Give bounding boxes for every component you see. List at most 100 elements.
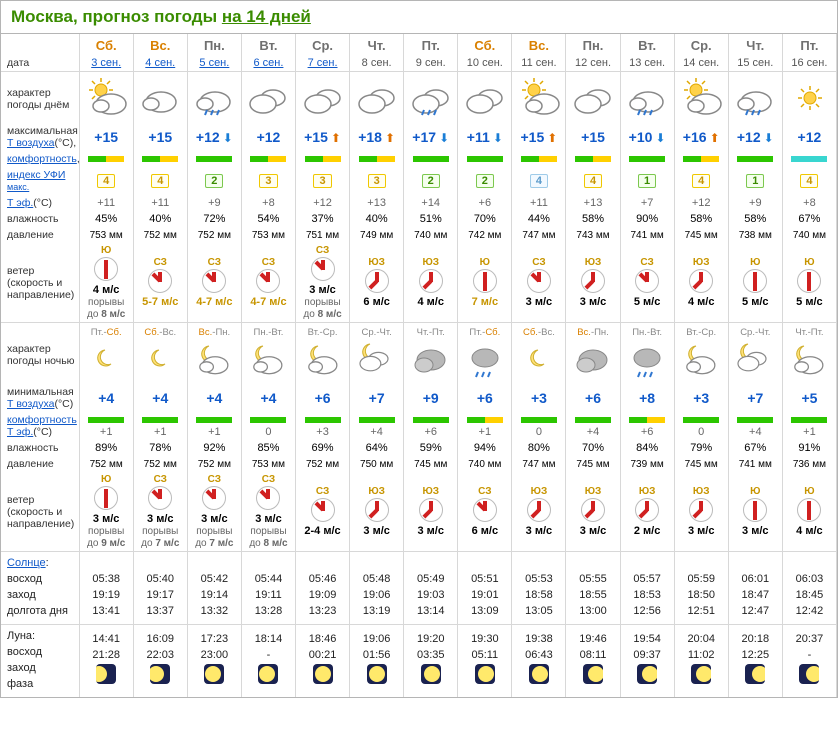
date-cell[interactable]: 7 сен. (296, 55, 350, 72)
data-cell (241, 151, 295, 167)
data-cell (187, 151, 241, 167)
data-cell: +4 (187, 384, 241, 412)
data-cell: Ю3 м/спорывы до 9 м/с (79, 472, 133, 552)
dow-head: Пн. (187, 34, 241, 55)
data-cell: +15 (79, 123, 133, 151)
data-cell: 736 мм (782, 456, 836, 472)
data-cell: 745 мм (674, 456, 728, 472)
data-cell: 2 (404, 167, 458, 195)
data-cell: 80% (512, 440, 566, 456)
data-cell (458, 151, 512, 167)
data-cell: 750 мм (350, 456, 404, 472)
row-label: комфортность, (1, 151, 79, 167)
moon-phase-icon (96, 664, 116, 684)
dow-head: Вт. (620, 34, 674, 55)
data-cell: 4 (512, 167, 566, 195)
sun-cell: 05:5918:5012:51 (674, 552, 728, 625)
moon-phase-icon (367, 664, 387, 684)
data-cell: +4 (241, 384, 295, 412)
data-cell: 0 (512, 412, 566, 440)
data-cell: 58% (566, 211, 620, 227)
dow-head: Чт. (728, 34, 782, 55)
data-cell: +6 (404, 412, 458, 440)
data-cell: 37% (296, 211, 350, 227)
data-cell: 742 мм (458, 227, 512, 243)
dow-head: Вт. (241, 34, 295, 55)
data-cell: 740 мм (404, 227, 458, 243)
data-cell: +12 (241, 123, 295, 151)
dow-head: Сб. (458, 34, 512, 55)
moon-phase-icon (691, 664, 711, 684)
data-cell: 85% (241, 440, 295, 456)
night-label: Сб.-Вс. (512, 323, 566, 385)
data-cell: 59% (404, 440, 458, 456)
row-label: характер погоды днём (1, 72, 79, 124)
dow-head: Сб. (79, 34, 133, 55)
data-cell: Ю5 м/с (782, 243, 836, 323)
moon-phase-icon (475, 664, 495, 684)
data-cell: 78% (133, 440, 187, 456)
data-cell: Ю3 м/с (728, 472, 782, 552)
data-cell: 89% (79, 440, 133, 456)
night-label: Ср.-Чт. (350, 323, 404, 385)
data-cell (620, 72, 674, 124)
data-cell: +8 (782, 195, 836, 211)
date-cell[interactable]: 4 сен. (133, 55, 187, 72)
date-cell[interactable]: 6 сен. (241, 55, 295, 72)
data-cell (458, 72, 512, 124)
data-cell: 94% (458, 440, 512, 456)
data-cell: +6 (458, 195, 512, 211)
moon-phase-icon (799, 664, 819, 684)
data-cell: +9 (187, 195, 241, 211)
data-cell: +17 ⬇ (404, 123, 458, 151)
data-cell: 45% (79, 211, 133, 227)
data-cell: 54% (241, 211, 295, 227)
data-cell: +6 (296, 384, 350, 412)
data-cell: +4 (566, 412, 620, 440)
sun-cell: 05:5718:5312:56 (620, 552, 674, 625)
row-label: минимальнаяТ воздуха(°C) (1, 384, 79, 412)
data-cell (782, 72, 836, 124)
data-cell: ЮЗ3 м/с (566, 243, 620, 323)
data-cell: 2 (458, 167, 512, 195)
data-cell (133, 72, 187, 124)
data-cell (674, 151, 728, 167)
data-cell: 740 мм (458, 456, 512, 472)
title-link[interactable]: на 14 дней (222, 7, 311, 26)
moon-cell: 20:37- (782, 624, 836, 696)
sun-cell: 05:4819:0613:19 (350, 552, 404, 625)
data-cell: +4 (350, 412, 404, 440)
moon-cell: 18:4600:21 (296, 624, 350, 696)
sun-cell: 05:4019:1713:37 (133, 552, 187, 625)
row-label: максимальнаяТ воздуха(°C), (1, 123, 79, 151)
date-cell: 9 сен. (404, 55, 458, 72)
data-cell: ЮЗ3 м/с (674, 472, 728, 552)
sun-cell: 05:4619:0913:23 (296, 552, 350, 625)
sun-cell: 05:4919:0313:14 (404, 552, 458, 625)
data-cell: +7 (728, 384, 782, 412)
date-cell[interactable]: 5 сен. (187, 55, 241, 72)
row-label: индекс УФИ макс. (1, 167, 79, 195)
data-cell: +7 (620, 195, 674, 211)
data-cell: 751 мм (296, 227, 350, 243)
date-cell[interactable]: 3 сен. (79, 55, 133, 72)
row-label: Т эф.(°C) (1, 195, 79, 211)
data-cell: 4 (79, 167, 133, 195)
moon-cell: 19:3005:11 (458, 624, 512, 696)
data-cell: ЮЗ3 м/с (566, 472, 620, 552)
data-cell: +1 (458, 412, 512, 440)
sun-cell: 05:4419:1113:28 (241, 552, 295, 625)
dow-head: Ср. (674, 34, 728, 55)
row-label: комфортностьТ эф.(°C) (1, 412, 79, 440)
moon-cell: 20:1812:25 (728, 624, 782, 696)
night-label: Вт.-Ср. (674, 323, 728, 385)
data-cell: ЮЗ4 м/с (404, 243, 458, 323)
data-cell: 752 мм (79, 456, 133, 472)
night-label: Вс.-Пн. (566, 323, 620, 385)
data-cell: 747 мм (512, 456, 566, 472)
data-cell: 739 мм (620, 456, 674, 472)
data-cell: 58% (674, 211, 728, 227)
data-cell: 743 мм (566, 227, 620, 243)
data-cell: 70% (566, 440, 620, 456)
data-cell: +12 ⬇ (728, 123, 782, 151)
